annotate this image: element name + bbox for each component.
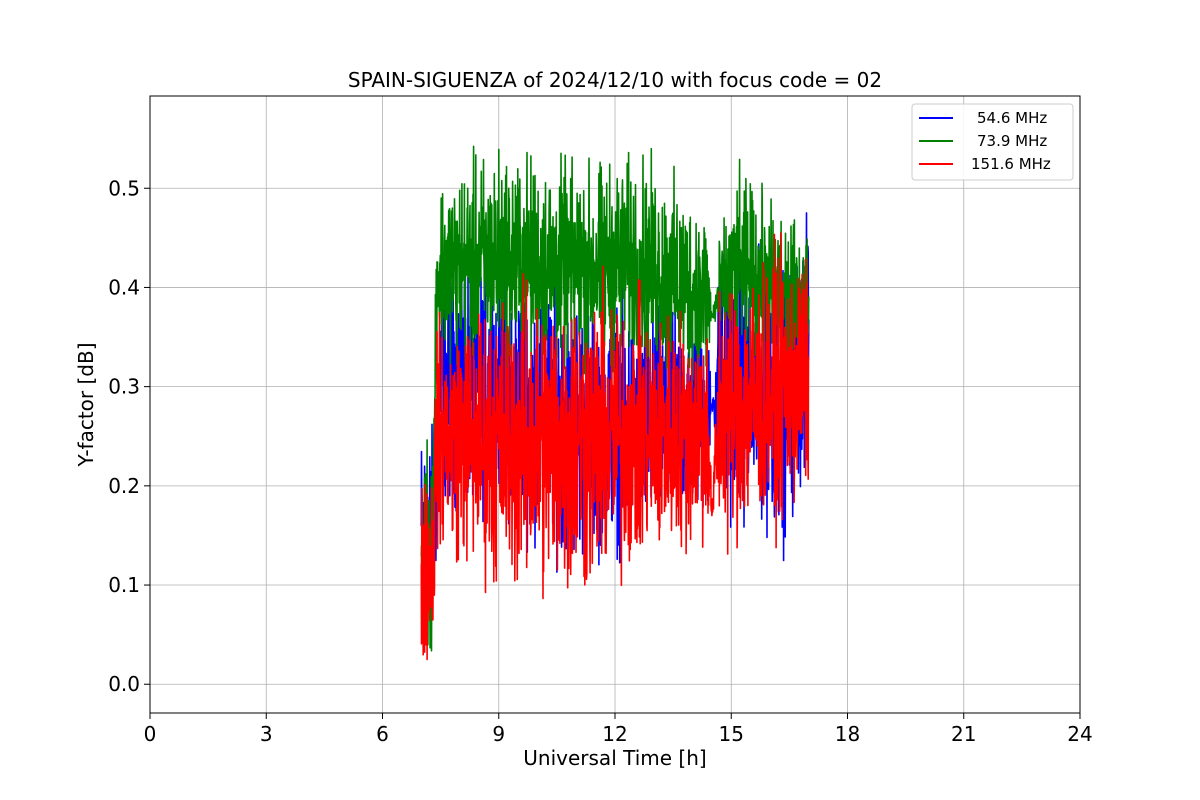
legend-label-54-6: 54.6 MHz [977, 109, 1047, 127]
x-axis-title: Universal Time [h] [523, 746, 706, 770]
series-line-151-6-mhz [420, 232, 810, 661]
x-tick-label: 18 [835, 722, 860, 746]
x-axis-ticks: 0 3 6 9 12 15 18 21 24 [144, 713, 1093, 746]
y-tick-label: 0.4 [108, 275, 140, 299]
plot-series [420, 145, 810, 661]
y-axis-ticks: 0.0 0.1 0.2 0.3 0.4 0.5 [108, 176, 150, 696]
x-tick-label: 6 [376, 722, 389, 746]
x-tick-label: 12 [602, 722, 627, 746]
y-axis-title: Y-factor [dB] [74, 342, 98, 467]
legend-label-73-9: 73.9 MHz [977, 132, 1047, 150]
legend: 54.6 MHz 73.9 MHz 151.6 MHz [911, 103, 1074, 181]
x-tick-label: 21 [951, 722, 976, 746]
legend-box [911, 103, 1074, 181]
x-tick-label: 15 [719, 722, 744, 746]
y-tick-label: 0.0 [108, 672, 140, 696]
y-tick-label: 0.5 [108, 176, 140, 200]
x-tick-label: 24 [1067, 722, 1092, 746]
series-line-73-9-mhz [420, 145, 810, 652]
y-tick-label: 0.2 [108, 474, 140, 498]
legend-label-151-6: 151.6 MHz [971, 155, 1051, 173]
x-tick-label: 3 [260, 722, 273, 746]
y-tick-label: 0.3 [108, 375, 140, 399]
x-tick-label: 0 [144, 722, 157, 746]
x-tick-label: 9 [492, 722, 505, 746]
y-tick-label: 0.1 [108, 573, 140, 597]
chart-title: SPAIN-SIGUENZA of 2024/12/10 with focus … [348, 68, 882, 92]
